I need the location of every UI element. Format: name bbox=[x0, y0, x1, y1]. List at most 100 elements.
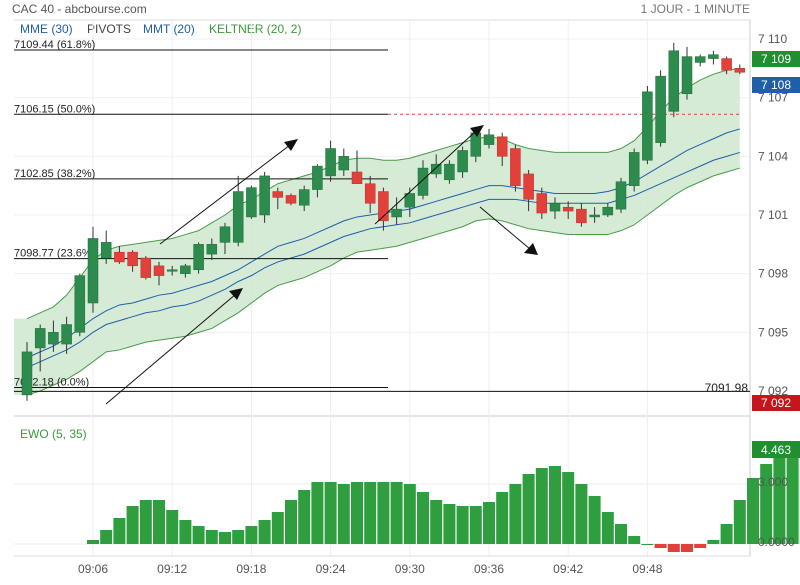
time-tick-label: 09:42 bbox=[553, 562, 583, 576]
ewo-bar bbox=[325, 482, 337, 544]
candle-body bbox=[75, 276, 85, 333]
ewo-bar bbox=[681, 544, 693, 552]
candle-body bbox=[603, 207, 613, 215]
ewo-bar bbox=[470, 506, 482, 544]
candle-body bbox=[458, 150, 468, 172]
ewo-bar bbox=[734, 500, 746, 544]
period-label: 1 JOUR - 1 MINUTE bbox=[641, 2, 750, 16]
ewo-bar bbox=[641, 544, 653, 545]
candle-body bbox=[550, 203, 560, 211]
ewo-bar bbox=[179, 520, 191, 544]
candle-body bbox=[629, 152, 639, 185]
candle-body bbox=[207, 244, 217, 254]
candle-body bbox=[101, 242, 111, 258]
ewo-bar bbox=[602, 512, 614, 544]
candle-body bbox=[128, 252, 138, 266]
ewo-bars bbox=[87, 454, 800, 552]
candle-body bbox=[312, 166, 322, 189]
candle-body bbox=[62, 325, 72, 345]
ewo-bar bbox=[338, 484, 350, 544]
candle-body bbox=[735, 68, 745, 72]
keltner-band bbox=[14, 68, 740, 395]
legend-mmt[interactable]: MMT (20) bbox=[143, 22, 195, 36]
fib-label: 7109.44 (61.8%) bbox=[14, 39, 95, 51]
ewo-value-tag-label: 4.463 bbox=[761, 443, 791, 457]
candle-body bbox=[233, 192, 243, 243]
candle-body bbox=[444, 164, 454, 180]
ewo-bar bbox=[272, 512, 284, 544]
candle-body bbox=[524, 174, 534, 199]
time-tick-label: 09:06 bbox=[78, 562, 108, 576]
ewo-bar bbox=[668, 544, 680, 552]
candle-body bbox=[656, 76, 666, 142]
ewo-tick-0: 0.0000 bbox=[758, 535, 795, 549]
candle-body bbox=[576, 209, 586, 223]
legend-keltner[interactable]: KELTNER (20, 2) bbox=[209, 22, 301, 36]
ewo-bar bbox=[113, 518, 125, 544]
price-tick-label: 7 110 bbox=[758, 32, 787, 46]
candle-body bbox=[365, 184, 375, 204]
candle-body bbox=[180, 266, 190, 274]
ewo-title: EWO (5, 35) bbox=[20, 427, 87, 441]
time-tick-label: 09:12 bbox=[157, 562, 187, 576]
candle-body bbox=[616, 182, 626, 209]
ewo-bar bbox=[245, 526, 257, 544]
ewo-bar bbox=[140, 500, 152, 544]
trend-arrowhead-4 bbox=[524, 243, 538, 255]
ewo-bar bbox=[443, 504, 455, 544]
time-tick-label: 09:30 bbox=[395, 562, 425, 576]
candle-body bbox=[537, 193, 547, 213]
ewo-bar bbox=[377, 482, 389, 544]
candle-body bbox=[22, 352, 32, 395]
ewo-bar bbox=[127, 506, 139, 544]
ewo-bar bbox=[496, 492, 508, 544]
trend-arrowhead-2 bbox=[284, 139, 298, 151]
ewo-bar bbox=[721, 524, 733, 544]
candle-body bbox=[682, 57, 692, 94]
fib-label: 7098.77 (23.6%) bbox=[14, 248, 95, 260]
candle-body bbox=[708, 55, 718, 59]
candle-body bbox=[141, 258, 151, 278]
last-price-tag-label: 7 108 bbox=[761, 78, 791, 92]
candle-body bbox=[695, 57, 705, 63]
prev-close-tag-label: 7 092 bbox=[761, 396, 791, 410]
ewo-bar bbox=[100, 530, 112, 544]
price-tick-label: 7 104 bbox=[758, 149, 788, 163]
time-tick-label: 09:24 bbox=[316, 562, 346, 576]
ewo-bar bbox=[509, 484, 521, 544]
price-tick-label: 7 101 bbox=[758, 208, 788, 222]
candle-body bbox=[590, 215, 600, 217]
candle-body bbox=[260, 176, 270, 215]
time-tick-label: 09:36 bbox=[474, 562, 504, 576]
ewo-bar bbox=[311, 482, 323, 544]
ewo-tick-3: 3.000 bbox=[758, 475, 788, 489]
legend-pivots[interactable]: PIVOTS bbox=[87, 22, 131, 36]
ewo-bar bbox=[417, 492, 429, 544]
candle-body bbox=[418, 168, 428, 195]
candle-body bbox=[484, 135, 494, 145]
candle-body bbox=[88, 238, 98, 303]
fib-label: 7106.15 (50.0%) bbox=[14, 103, 95, 115]
candle-body bbox=[471, 133, 481, 156]
ewo-bar bbox=[694, 544, 706, 548]
candle-body bbox=[339, 156, 349, 170]
ewo-bar bbox=[364, 482, 376, 544]
candle-body bbox=[326, 149, 336, 176]
candle-body bbox=[299, 190, 309, 206]
keltner-band-fill bbox=[14, 68, 740, 395]
candle-body bbox=[220, 227, 230, 243]
ewo-bar bbox=[351, 482, 363, 544]
ewo-bar bbox=[404, 484, 416, 544]
ewo-bar bbox=[615, 524, 627, 544]
ewo-bar bbox=[166, 510, 178, 544]
candle-body bbox=[431, 164, 441, 174]
time-tick-label: 09:48 bbox=[632, 562, 662, 576]
candle-body bbox=[114, 252, 124, 262]
candle-body bbox=[669, 51, 679, 112]
ewo-bar bbox=[628, 536, 640, 544]
legend-mme[interactable]: MME (30) bbox=[20, 22, 73, 36]
ewo-bar bbox=[589, 496, 601, 544]
